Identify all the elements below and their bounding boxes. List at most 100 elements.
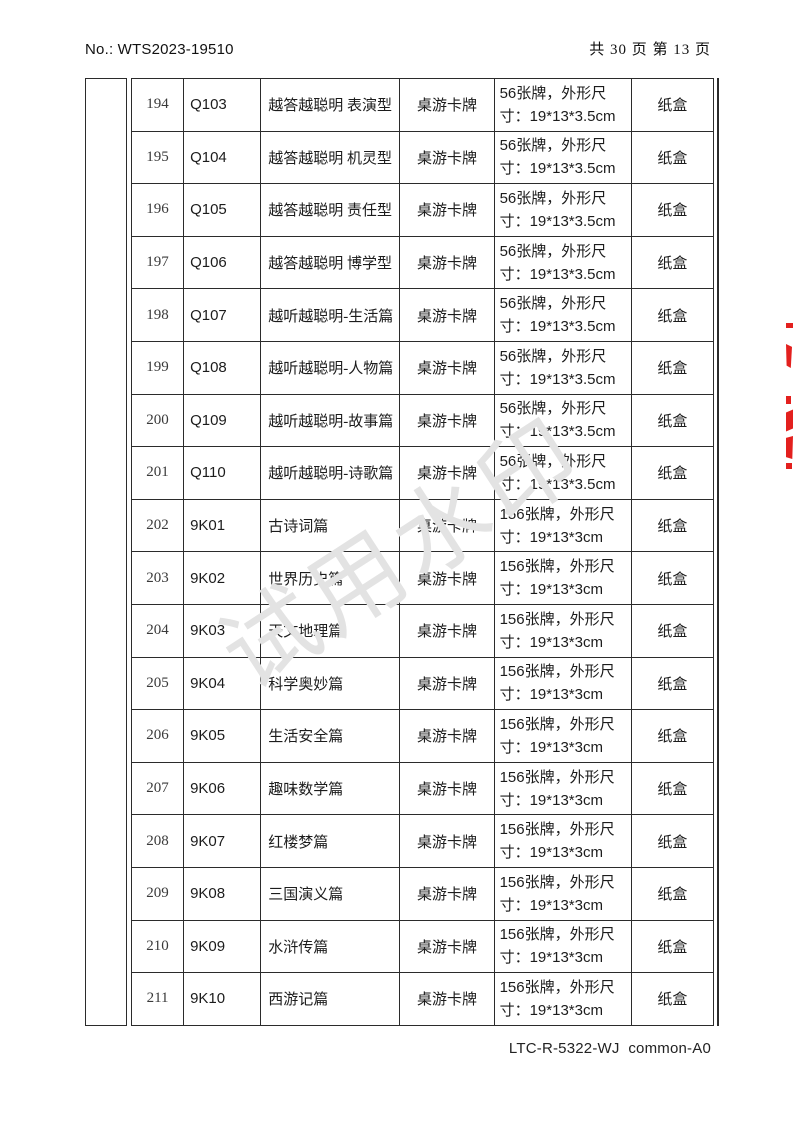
cell-product-code: Q109 bbox=[183, 393, 262, 448]
cell-row-number: 205 bbox=[130, 656, 185, 711]
table-row: 195 Q104 越答越聪明 机灵型 桌游卡牌 56张牌，外形尺 寸：19*13*3.5… bbox=[130, 130, 715, 185]
cell-product-type: 桌游卡牌 bbox=[399, 972, 495, 1026]
cell-packing-material: 纸盒 bbox=[630, 183, 715, 237]
red-stamp-fragment bbox=[786, 409, 793, 432]
cell-packing-material: 纸盒 bbox=[630, 866, 715, 921]
cell-product-name: 越答越聪明 表演型 bbox=[260, 78, 401, 132]
cell-product-code: Q106 bbox=[183, 235, 262, 290]
cell-product-spec: 56张牌，外形尺 寸：19*13*3.5cm bbox=[493, 446, 632, 500]
cell-product-code: Q108 bbox=[183, 340, 262, 395]
cell-packing-material: 纸盒 bbox=[630, 551, 715, 605]
cell-product-name: 越答越聪明 责任型 bbox=[260, 183, 401, 237]
cell-product-name: 越答越聪明 机灵型 bbox=[260, 130, 401, 185]
cell-row-number: 200 bbox=[130, 393, 185, 448]
table-row: 197 Q106 越答越聪明 博学型 桌游卡牌 56张牌，外形尺 寸：19*13*3.5… bbox=[130, 235, 715, 290]
cell-product-code: 9K03 bbox=[183, 603, 262, 658]
table-row: 198 Q107 越听越聪明-生活篇 桌游卡牌 56张牌，外形尺 寸：19*13*3.5… bbox=[130, 288, 715, 342]
cell-product-type: 桌游卡牌 bbox=[399, 709, 495, 763]
cell-row-number: 199 bbox=[130, 340, 185, 395]
cell-product-name: 三国演义篇 bbox=[260, 866, 401, 921]
red-stamp-clipped bbox=[785, 318, 794, 478]
cell-product-name: 科学奥妙篇 bbox=[260, 656, 401, 711]
cell-product-code: Q105 bbox=[183, 183, 262, 237]
cell-product-code: 9K07 bbox=[183, 814, 262, 868]
cell-product-spec: 56张牌，外形尺 寸：19*13*3.5cm bbox=[493, 288, 632, 342]
cell-packing-material: 纸盒 bbox=[630, 972, 715, 1026]
cell-product-code: 9K08 bbox=[183, 866, 262, 921]
cell-product-spec: 56张牌，外形尺 寸：19*13*3.5cm bbox=[493, 183, 632, 237]
cell-product-type: 桌游卡牌 bbox=[399, 919, 495, 974]
cell-product-name: 生活安全篇 bbox=[260, 709, 401, 763]
cell-product-type: 桌游卡牌 bbox=[399, 814, 495, 868]
cell-row-number: 201 bbox=[130, 446, 185, 500]
cell-product-name: 趣味数学篇 bbox=[260, 761, 401, 816]
cell-product-spec: 156张牌，外形尺 寸：19*13*3cm bbox=[493, 656, 632, 711]
cell-product-type: 桌游卡牌 bbox=[399, 551, 495, 605]
table-row: 205 9K04 科学奥妙篇 桌游卡牌 156张牌，外形尺 寸：19*13*3cm 纸盒 bbox=[130, 656, 715, 711]
cell-packing-material: 纸盒 bbox=[630, 761, 715, 816]
cell-packing-material: 纸盒 bbox=[630, 235, 715, 290]
cell-packing-material: 纸盒 bbox=[630, 130, 715, 185]
cell-row-number: 202 bbox=[130, 498, 185, 553]
cell-packing-material: 纸盒 bbox=[630, 393, 715, 448]
cell-product-spec: 156张牌，外形尺 寸：19*13*3cm bbox=[493, 551, 632, 605]
cell-product-name: 越听越聪明-诗歌篇 bbox=[260, 446, 401, 500]
cell-product-code: Q104 bbox=[183, 130, 262, 185]
table-row: 200 Q109 越听越聪明-故事篇 桌游卡牌 56张牌，外形尺 寸：19*13*3.5… bbox=[130, 393, 715, 448]
cell-product-name: 越听越聪明-人物篇 bbox=[260, 340, 401, 395]
red-stamp-fragment bbox=[786, 344, 792, 368]
cell-product-type: 桌游卡牌 bbox=[399, 866, 495, 921]
product-table: 194 Q103 越答越聪明 表演型 桌游卡牌 56张牌，外形尺 寸：19*13*3.5… bbox=[130, 78, 715, 1026]
cell-row-number: 208 bbox=[130, 814, 185, 868]
cell-product-name: 越听越聪明-生活篇 bbox=[260, 288, 401, 342]
cell-product-code: 9K10 bbox=[183, 972, 262, 1026]
cell-product-code: 9K01 bbox=[183, 498, 262, 553]
cell-row-number: 197 bbox=[130, 235, 185, 290]
cell-product-spec: 156张牌，外形尺 寸：19*13*3cm bbox=[493, 498, 632, 553]
cell-row-number: 210 bbox=[130, 919, 185, 974]
page-count: 共 30 页 第 13 页 bbox=[589, 42, 711, 58]
cell-row-number: 196 bbox=[130, 183, 185, 237]
cell-packing-material: 纸盒 bbox=[630, 340, 715, 395]
table-row: 196 Q105 越答越聪明 责任型 桌游卡牌 56张牌，外形尺 寸：19*13*3.5… bbox=[130, 183, 715, 237]
cell-packing-material: 纸盒 bbox=[630, 288, 715, 342]
cell-product-type: 桌游卡牌 bbox=[399, 761, 495, 816]
cell-product-name: 越答越聪明 博学型 bbox=[260, 235, 401, 290]
footer-code: LTC-R-5322-WJ common-A0 bbox=[508, 1040, 711, 1057]
cell-product-name: 天文地理篇 bbox=[260, 603, 401, 658]
cell-product-spec: 156张牌，外形尺 寸：19*13*3cm bbox=[493, 814, 632, 868]
table-right-border-line bbox=[717, 78, 719, 1026]
cell-row-number: 203 bbox=[130, 551, 185, 605]
table-row: 199 Q108 越听越聪明-人物篇 桌游卡牌 56张牌，外形尺 寸：19*13*3.5… bbox=[130, 340, 715, 395]
cell-product-spec: 156张牌，外形尺 寸：19*13*3cm bbox=[493, 709, 632, 763]
report-number: No.: WTS2023-19510 bbox=[85, 41, 234, 58]
red-stamp-fragment bbox=[786, 323, 793, 328]
table-left-merged-cell bbox=[85, 78, 127, 1026]
cell-product-code: 9K05 bbox=[183, 709, 262, 763]
cell-row-number: 194 bbox=[130, 78, 185, 132]
cell-row-number: 198 bbox=[130, 288, 185, 342]
table-row: 202 9K01 古诗词篇 桌游卡牌 156张牌，外形尺 寸：19*13*3cm 纸盒 bbox=[130, 498, 715, 553]
cell-product-spec: 156张牌，外形尺 寸：19*13*3cm bbox=[493, 761, 632, 816]
table-row: 201 Q110 越听越聪明-诗歌篇 桌游卡牌 56张牌，外形尺 寸：19*13*3.5… bbox=[130, 446, 715, 500]
cell-product-code: 9K02 bbox=[183, 551, 262, 605]
table-row: 208 9K07 红楼梦篇 桌游卡牌 156张牌，外形尺 寸：19*13*3cm 纸盒 bbox=[130, 814, 715, 868]
table-row: 194 Q103 越答越聪明 表演型 桌游卡牌 56张牌，外形尺 寸：19*13*3.5… bbox=[130, 78, 715, 132]
cell-product-type: 桌游卡牌 bbox=[399, 446, 495, 500]
cell-product-spec: 56张牌，外形尺 寸：19*13*3.5cm bbox=[493, 235, 632, 290]
table-body: 194 Q103 越答越聪明 表演型 桌游卡牌 56张牌，外形尺 寸：19*13*3.5… bbox=[130, 78, 715, 1026]
cell-product-name: 世界历史篇 bbox=[260, 551, 401, 605]
cell-product-type: 桌游卡牌 bbox=[399, 498, 495, 553]
cell-packing-material: 纸盒 bbox=[630, 446, 715, 500]
cell-product-spec: 56张牌，外形尺 寸：19*13*3.5cm bbox=[493, 78, 632, 132]
cell-product-name: 西游记篇 bbox=[260, 972, 401, 1026]
cell-product-spec: 156张牌，外形尺 寸：19*13*3cm bbox=[493, 866, 632, 921]
cell-product-type: 桌游卡牌 bbox=[399, 656, 495, 711]
cell-product-type: 桌游卡牌 bbox=[399, 183, 495, 237]
cell-packing-material: 纸盒 bbox=[630, 919, 715, 974]
red-stamp-fragment bbox=[786, 463, 792, 469]
cell-product-code: Q110 bbox=[183, 446, 262, 500]
cell-product-spec: 56张牌，外形尺 寸：19*13*3.5cm bbox=[493, 340, 632, 395]
cell-product-type: 桌游卡牌 bbox=[399, 235, 495, 290]
cell-product-name: 越听越聪明-故事篇 bbox=[260, 393, 401, 448]
